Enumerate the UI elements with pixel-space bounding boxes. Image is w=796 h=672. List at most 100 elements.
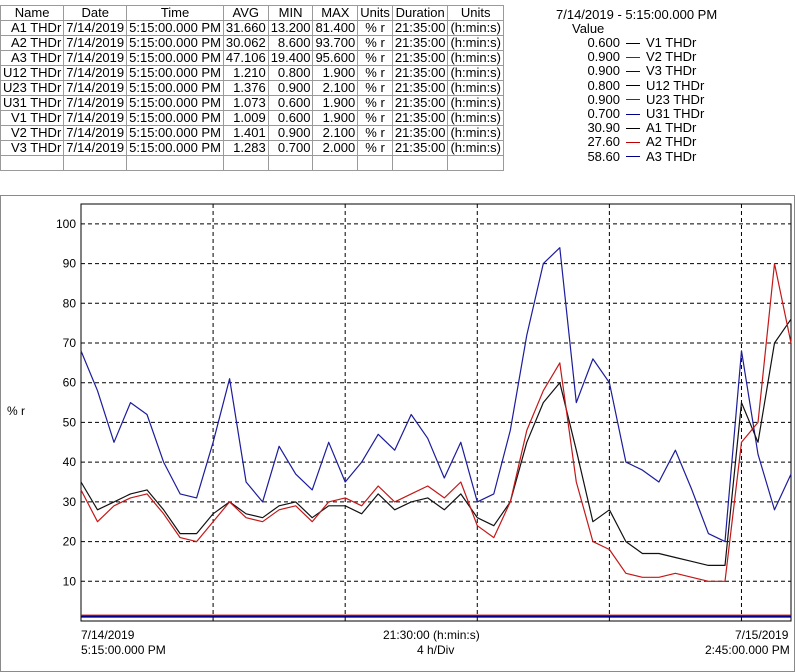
table-cell: 5:15:00.000 PM [126,50,224,66]
column-header[interactable]: Units [357,5,393,21]
table-cell: % r [357,35,393,51]
table-cell: 7/14/2019 [63,50,128,66]
table-cell: 5:15:00.000 PM [126,80,224,96]
table-cell: U31 THDr [0,95,65,111]
table-row: U31 THDr 7/14/2019 5:15:00.000 PM 1.073 0.60… [0,95,505,111]
readout-value: 0.900 [587,49,620,65]
readout-series-name: A3 THDr [646,148,697,164]
readout-row: 0.800 U12 THDr [556,77,717,93]
readout-row: 0.900 V3 THDr [556,64,717,78]
series-line-a2-thdr [80,262,792,582]
x-left-time: 5:15:00.000 PM [81,643,166,657]
table-cell: A3 THDr [0,50,65,66]
readout-series-name: U23 THDr [646,91,705,107]
readout-value: 0.900 [587,91,620,107]
table-cell: 1.073 [222,95,269,111]
table-cell: (h:min:s) [447,65,505,81]
table-cell: 1.900 [312,110,359,126]
table-cell: 7/14/2019 [63,65,128,81]
readout-series-name: V3 THDr [646,63,697,79]
table-header-row: Name Date Time AVG MIN MAX Units Duration Units [0,5,505,21]
table-cell: V2 THDr [0,125,65,141]
summary-table: Name Date Time AVG MIN MAX Units Duration Units … [0,5,505,171]
series-line-a3-thdr [80,247,792,543]
table-cell: (h:min:s) [447,80,505,96]
table-cell: 1.900 [312,95,359,111]
table-cell: U12 THDr [0,65,65,81]
y-axis-unit: % r [7,404,25,418]
table-cell: 1.900 [312,65,359,81]
table-cell: 7/14/2019 [63,35,128,51]
legend-swatch [626,85,640,87]
plot-area [80,203,792,622]
table-cell: 21:35:00 [391,20,449,36]
column-header[interactable]: Name [0,5,65,21]
column-header[interactable]: AVG [222,5,269,21]
legend-swatch [626,70,640,72]
table-cell: 21:35:00 [391,110,449,126]
table-cell: 1.210 [222,65,269,81]
table-row: V3 THDr 7/14/2019 5:15:00.000 PM 1.283 0.700… [0,140,505,156]
table-row: A2 THDr 7/14/2019 5:15:00.000 PM 30.062 8.60… [0,35,505,51]
table-row: A3 THDr 7/14/2019 5:15:00.000 PM 47.106 19.4… [0,50,505,66]
x-mid-time: 21:30:00 (h:min:s) [383,628,480,642]
table-row: V2 THDr 7/14/2019 5:15:00.000 PM 1.401 0.900… [0,125,505,141]
readout-series-name: A1 THDr [646,120,697,136]
table-cell: 7/14/2019 [63,80,128,96]
table-cell: 5:15:00.000 PM [126,110,224,126]
column-header[interactable]: MIN [267,5,314,21]
table-cell: 95.600 [312,50,359,66]
table-cell: 7/14/2019 [63,125,128,141]
table-cell: 13.200 [267,20,314,36]
table-cell: 7/14/2019 [63,95,128,111]
table-cell: (h:min:s) [447,50,505,66]
y-tick-label: 30 [63,495,77,509]
readout-series-name: V1 THDr [646,35,697,51]
legend-swatch [626,156,640,158]
readout-row: 0.700 U31 THDr [556,107,717,121]
readout-value: 0.800 [587,77,620,93]
readout-value: 0.600 [587,35,620,51]
table-cell: 31.660 [222,20,269,36]
thd-trend-chart[interactable]: 10 20 30 40 50 60 70 80 90 100 [1,196,794,671]
table-cell: U23 THDr [0,80,65,96]
readout-value: 27.60 [587,134,620,150]
table-cell: 2.100 [312,125,359,141]
table-cell: 5:15:00.000 PM [126,20,224,36]
series-line-a1-thdr [80,318,792,566]
chart-panel[interactable]: 10 20 30 40 50 60 70 80 90 100 % r 7/14/2019 5:15… [0,195,795,672]
column-header[interactable]: MAX [312,5,359,21]
table-cell: 1.009 [222,110,269,126]
table-cell: 1.401 [222,125,269,141]
y-tick-label: 50 [63,415,77,429]
column-header[interactable]: Time [126,5,224,21]
readout-row: 30.90 A1 THDr [556,121,717,135]
column-header[interactable]: Date [63,5,128,21]
table-cell: % r [357,110,393,126]
column-header[interactable]: Duration [391,5,449,21]
table-cell: 21:35:00 [391,140,449,156]
column-header[interactable]: Units [447,5,505,21]
readout-row: 27.60 A2 THDr [556,135,717,149]
table-cell: 1.283 [222,140,269,156]
readout-series-name: A2 THDr [646,134,697,150]
table-cell: V3 THDr [0,140,65,156]
table-cell: (h:min:s) [447,110,505,126]
readout-value: 58.60 [587,148,620,164]
y-tick-label: 60 [63,376,77,390]
table-cell: 5:15:00.000 PM [126,35,224,51]
table-cell: (h:min:s) [447,35,505,51]
readout-row: 58.60 A3 THDr [556,148,717,164]
table-cell: 21:35:00 [391,125,449,141]
readout-row: 0.600 V1 THDr [556,36,717,50]
y-tick-label: 90 [63,257,77,271]
table-cell: % r [357,80,393,96]
table-cell: (h:min:s) [447,20,505,36]
table-cell: 21:35:00 [391,80,449,96]
legend-swatch [626,141,640,143]
table-cell: 30.062 [222,35,269,51]
table-row-empty [0,155,505,171]
readout-series-name: U12 THDr [646,77,705,93]
x-right-date: 7/15/2019 [735,628,789,642]
table-cell: 5:15:00.000 PM [126,140,224,156]
